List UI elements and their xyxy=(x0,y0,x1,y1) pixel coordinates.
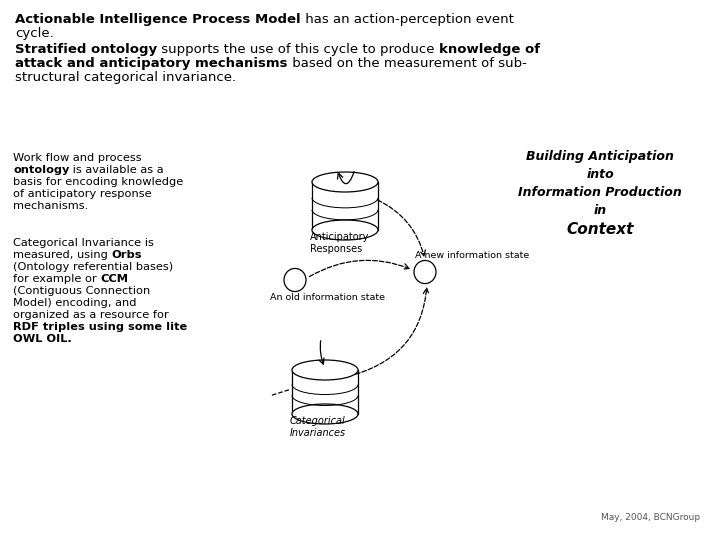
Text: OWL OIL.: OWL OIL. xyxy=(13,334,72,344)
Text: Stratified ontology: Stratified ontology xyxy=(15,43,157,56)
Text: An old information state: An old information state xyxy=(270,293,385,302)
Text: May, 2004, BCNGroup: May, 2004, BCNGroup xyxy=(601,513,700,522)
Text: (Contiguous Connection: (Contiguous Connection xyxy=(13,286,150,296)
Text: basis for encoding knowledge: basis for encoding knowledge xyxy=(13,177,184,187)
Text: CCM: CCM xyxy=(100,274,128,284)
Ellipse shape xyxy=(312,220,378,240)
Text: Information Production: Information Production xyxy=(518,186,682,199)
Text: measured, using: measured, using xyxy=(13,250,112,260)
Text: Building Anticipation: Building Anticipation xyxy=(526,150,674,163)
Text: Orbs: Orbs xyxy=(112,250,142,260)
Text: ontology: ontology xyxy=(13,165,69,175)
Text: Categorical Invariance is: Categorical Invariance is xyxy=(13,238,154,248)
Text: supports the use of this cycle to produce: supports the use of this cycle to produc… xyxy=(157,43,439,56)
Text: in: in xyxy=(593,204,606,217)
Text: (Ontology referential bases): (Ontology referential bases) xyxy=(13,262,173,272)
Text: of anticipatory response: of anticipatory response xyxy=(13,189,152,199)
Text: mechanisms.: mechanisms. xyxy=(13,201,89,211)
Text: cycle.: cycle. xyxy=(15,27,54,40)
Text: Context: Context xyxy=(567,222,634,237)
Text: structural categorical invariance.: structural categorical invariance. xyxy=(15,71,236,84)
Text: Work flow and process: Work flow and process xyxy=(13,153,142,163)
Text: for example or: for example or xyxy=(13,274,100,284)
Text: into: into xyxy=(586,168,614,181)
Text: is available as a: is available as a xyxy=(69,165,164,175)
Ellipse shape xyxy=(292,404,358,424)
Text: Categorical
Invariances: Categorical Invariances xyxy=(290,416,346,437)
Text: organized as a resource for: organized as a resource for xyxy=(13,310,168,320)
Text: attack and anticipatory mechanisms: attack and anticipatory mechanisms xyxy=(15,57,287,70)
Text: RDF triples using some lite: RDF triples using some lite xyxy=(13,322,187,332)
Ellipse shape xyxy=(414,260,436,284)
Text: based on the measurement of sub-: based on the measurement of sub- xyxy=(287,57,526,70)
Ellipse shape xyxy=(284,268,306,292)
Text: Anticipatory
Responses: Anticipatory Responses xyxy=(310,232,369,254)
Text: Model) encoding, and: Model) encoding, and xyxy=(13,298,137,308)
Text: A new information state: A new information state xyxy=(415,251,529,260)
Text: Actionable Intelligence Process Model: Actionable Intelligence Process Model xyxy=(15,13,301,26)
Ellipse shape xyxy=(292,360,358,380)
Text: knowledge of: knowledge of xyxy=(439,43,540,56)
Ellipse shape xyxy=(312,172,378,192)
Text: has an action-perception event: has an action-perception event xyxy=(301,13,513,26)
